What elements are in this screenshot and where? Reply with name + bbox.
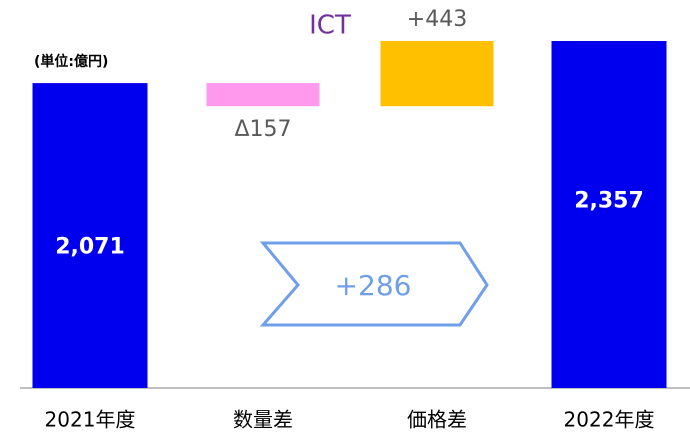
bar <box>32 83 148 388</box>
difference-arrow <box>259 241 489 327</box>
bar <box>206 83 320 107</box>
x-tick-label: 2021年度 <box>45 408 136 432</box>
bar <box>551 41 667 388</box>
x-tick-label: 数量差 <box>233 408 293 432</box>
unit-label: (単位:億円) <box>34 53 108 70</box>
chart-title: ICT <box>309 11 351 41</box>
value-label: Δ157 <box>234 117 291 142</box>
x-tick-label: 2022年度 <box>564 408 655 432</box>
difference-label: +286 <box>335 269 412 302</box>
x-tick-label: 価格差 <box>407 408 467 432</box>
bar <box>380 41 494 107</box>
value-label: 2,071 <box>55 235 125 260</box>
value-label: 2,357 <box>574 189 644 214</box>
value-label: +443 <box>407 7 467 32</box>
